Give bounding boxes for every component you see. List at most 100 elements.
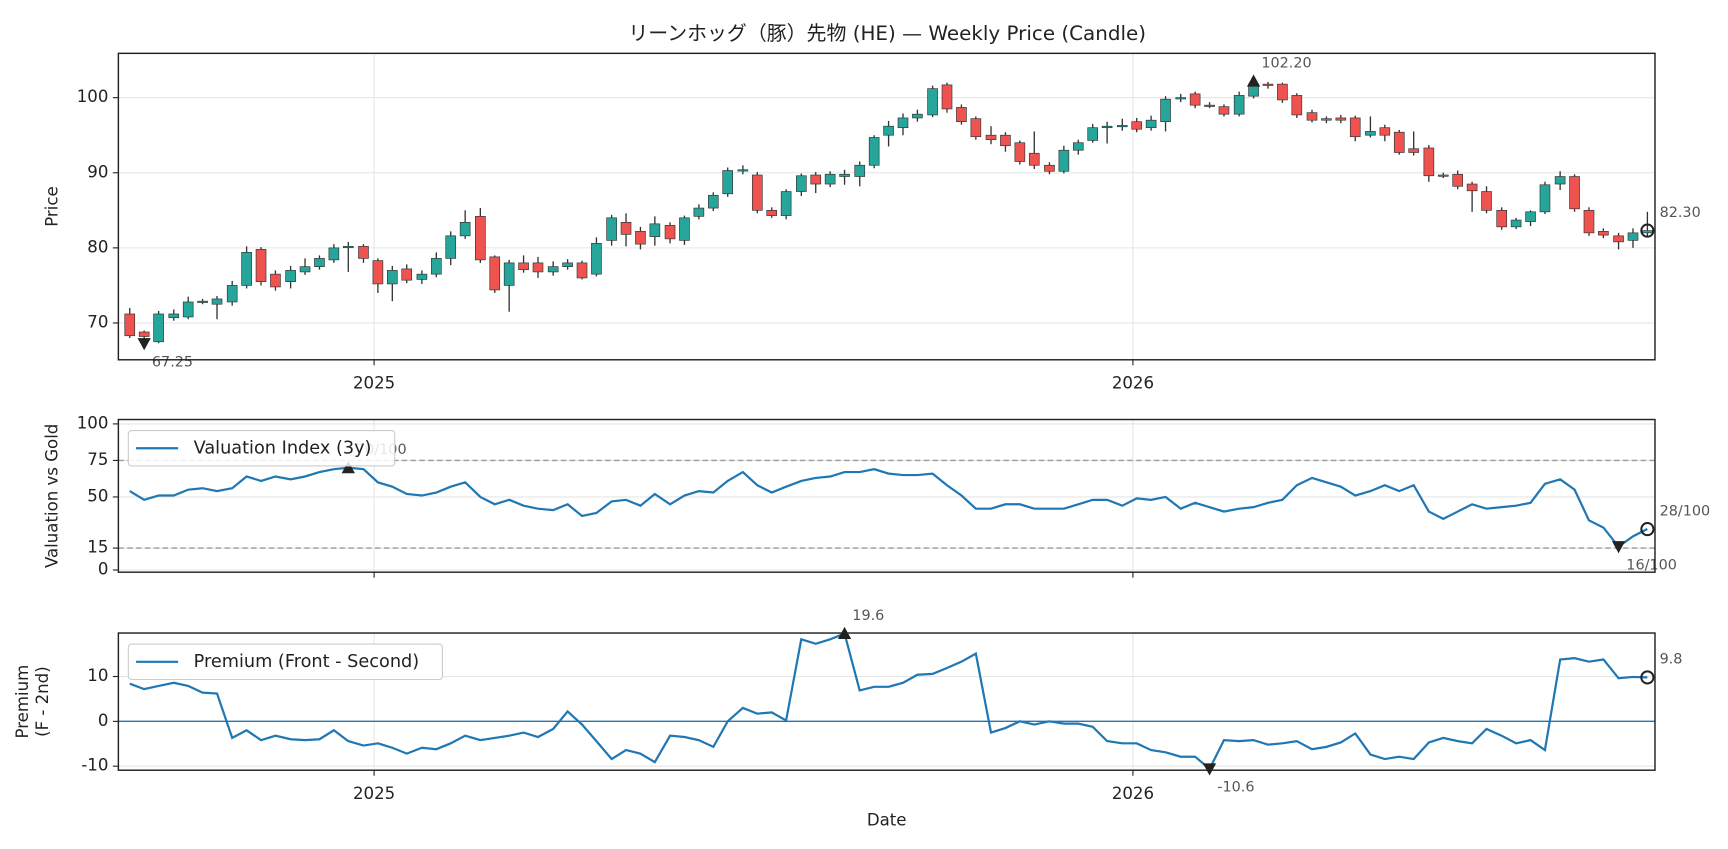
candle-body: [780, 191, 792, 216]
candle-body: [664, 225, 676, 240]
last-marker: [1640, 223, 1655, 238]
candle-body: [766, 209, 778, 216]
candle-body: [1291, 95, 1303, 116]
candle-body: [620, 222, 632, 235]
candle-body: [1627, 232, 1639, 241]
candle-body: [1218, 106, 1230, 115]
candle-body: [1393, 131, 1405, 153]
candle-body: [810, 174, 822, 185]
candle-body: [358, 246, 369, 259]
candle-body: [1262, 83, 1274, 86]
last-marker: [1640, 670, 1655, 685]
candle-body: [1321, 118, 1332, 121]
axes-frame: [117, 632, 1656, 771]
annotation: -10.6: [1217, 780, 1254, 796]
y-tick-label: 50: [87, 486, 108, 505]
x-tick-label: 2026: [1112, 374, 1154, 393]
y-tick-label: 90: [87, 162, 108, 181]
annotation: 9.8: [1660, 652, 1683, 668]
candle-body: [1466, 183, 1478, 192]
candle-body: [1189, 93, 1201, 106]
candle-body: [475, 215, 486, 261]
candle-body: [459, 222, 471, 237]
min-marker: [137, 338, 151, 351]
min-marker: [1611, 541, 1626, 554]
candle-body: [824, 173, 836, 185]
last-marker: [1640, 522, 1655, 537]
candle-body: [839, 173, 850, 177]
line-series: [129, 631, 1648, 771]
annotation: 102.20: [1261, 55, 1311, 71]
y-axis-label: Premium(F - 2nd): [13, 665, 52, 739]
candle-body: [182, 301, 194, 318]
candle-body: [372, 260, 384, 285]
candle-body: [1233, 95, 1245, 115]
candle-body: [153, 313, 164, 343]
candle-body: [241, 252, 252, 286]
annotation: 28/100: [1660, 503, 1711, 519]
candle-body: [1598, 231, 1609, 236]
candle-body: [576, 262, 588, 279]
candle-body: [386, 270, 398, 285]
candle-body: [1277, 83, 1288, 101]
candle-body: [1525, 211, 1536, 222]
candle-body: [1335, 117, 1347, 121]
annotation: 16/100: [1626, 557, 1677, 573]
y-tick-label: 0: [98, 711, 109, 730]
candle-body: [1145, 119, 1157, 129]
y-axis-label: Price: [43, 186, 62, 226]
candle-body: [1379, 127, 1391, 136]
candle-body: [1000, 134, 1011, 147]
candle-body: [606, 217, 617, 241]
candle-body: [707, 194, 719, 209]
candle-body: [1306, 112, 1318, 121]
x-axis-label: Date: [867, 811, 907, 830]
legend: Premium (Front - Second): [127, 643, 443, 681]
candle-body: [299, 266, 311, 273]
x-tick-label: 2025: [353, 784, 395, 803]
annotation: 67.25: [152, 354, 193, 370]
candle-body: [124, 313, 136, 337]
x-tick-label: 2025: [353, 374, 395, 393]
candle-body: [314, 258, 325, 267]
candle-body: [168, 313, 180, 319]
candle-body: [226, 285, 238, 303]
candle-body: [342, 246, 354, 249]
y-tick-label: 0: [98, 559, 109, 578]
candle-body: [401, 268, 413, 281]
candle-body: [138, 331, 150, 337]
candle-body: [1437, 174, 1449, 177]
candle-body: [1481, 191, 1492, 211]
candle-body: [489, 256, 501, 291]
candle-body: [1569, 176, 1580, 210]
y-tick-label: 15: [87, 538, 108, 557]
candle-body: [1058, 149, 1070, 172]
candle-body: [1539, 184, 1551, 213]
candle-body: [532, 262, 544, 273]
candle-body: [1496, 209, 1508, 228]
candle-body: [1175, 97, 1187, 100]
candle-body: [1452, 173, 1464, 187]
line-series: [129, 466, 1648, 549]
candle-body: [635, 231, 646, 245]
panel: -10 0 10 2025 2026 19.6 -10.6 9.8 Premium (Front…: [13, 608, 1683, 830]
candle-body: [1028, 152, 1040, 166]
candle-body: [883, 125, 894, 136]
candle-body: [328, 247, 340, 261]
candle-body: [1014, 142, 1026, 162]
candle-body: [547, 266, 559, 273]
candle-body: [970, 118, 982, 138]
legend-label: Valuation Index (3y): [194, 438, 372, 458]
candle-body: [693, 207, 705, 217]
candle-body: [985, 134, 997, 141]
candle-body: [1613, 235, 1624, 243]
legend-box: [127, 643, 443, 681]
candle-body: [270, 273, 281, 288]
y-tick-label: -10: [81, 756, 108, 775]
candle-body: [503, 262, 515, 286]
candle-body: [1510, 219, 1522, 228]
y-tick-label: 100: [77, 413, 109, 432]
panel: 70 80 90 100 2025 2026 67.25 102.20 82.30 Price: [43, 52, 1701, 393]
